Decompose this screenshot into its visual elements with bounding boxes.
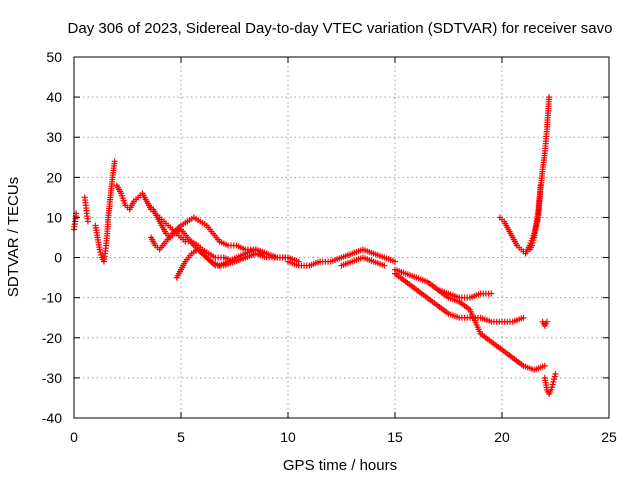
y-tick-label: -10 [42,290,62,306]
data-point [528,242,535,249]
data-point [546,94,553,101]
plot-frame [73,56,610,419]
data-point [551,373,558,380]
y-tick-label: 30 [46,129,62,145]
data-point [392,258,398,265]
x-tick-label: 5 [177,429,185,445]
series-arc-8 [392,270,527,325]
series-arc-10 [541,370,559,397]
x-axis-label: GPS time / hours [283,457,397,474]
series-arc-6 [338,254,388,269]
series-arc-9 [434,286,548,373]
series-arc-early-b [81,194,91,225]
series-arc-13 [539,318,550,329]
y-tick-label: 0 [54,250,62,266]
data-point [488,290,495,297]
data-point [548,384,555,391]
data-point [549,381,556,388]
data-point [84,218,91,225]
series-arc-3 [148,214,270,257]
data-point [550,378,557,385]
x-tick-label: 25 [601,429,617,445]
series-arc-4 [173,246,270,281]
data-point [97,249,104,256]
x-tick-label: 20 [494,429,510,445]
data-point [96,246,103,253]
y-tick-label: 20 [46,169,62,185]
y-tick-label: 40 [46,89,62,105]
data-point [263,250,270,257]
data-point [530,237,537,244]
data-point [548,386,555,393]
chart-title: Day 306 of 2023, Sidereal Day-to-day VTE… [68,20,613,37]
x-tick-label: 0 [70,429,78,445]
x-tick-label: 15 [387,429,403,445]
y-tick-label: -30 [42,370,62,386]
y-tick-label: -20 [42,330,62,346]
data-point [541,362,548,369]
data-point [552,370,559,377]
data-point [98,251,105,258]
y-tick-label: 10 [46,209,62,225]
series-arc-12 [526,94,553,253]
y-tick-label: -40 [42,410,62,426]
y-axis-label: SDTVAR / TECUs [5,177,22,297]
data-point [381,262,388,269]
series-arc-5 [285,246,398,269]
x-tick-label: 10 [280,429,296,445]
data-point [551,376,558,383]
data-point [543,318,550,325]
data-point [529,239,536,246]
series-arc-early-c [92,158,118,265]
y-tick-label: 50 [46,49,62,65]
data-point [520,314,527,321]
data-point [111,158,118,165]
data-marks [71,94,559,397]
